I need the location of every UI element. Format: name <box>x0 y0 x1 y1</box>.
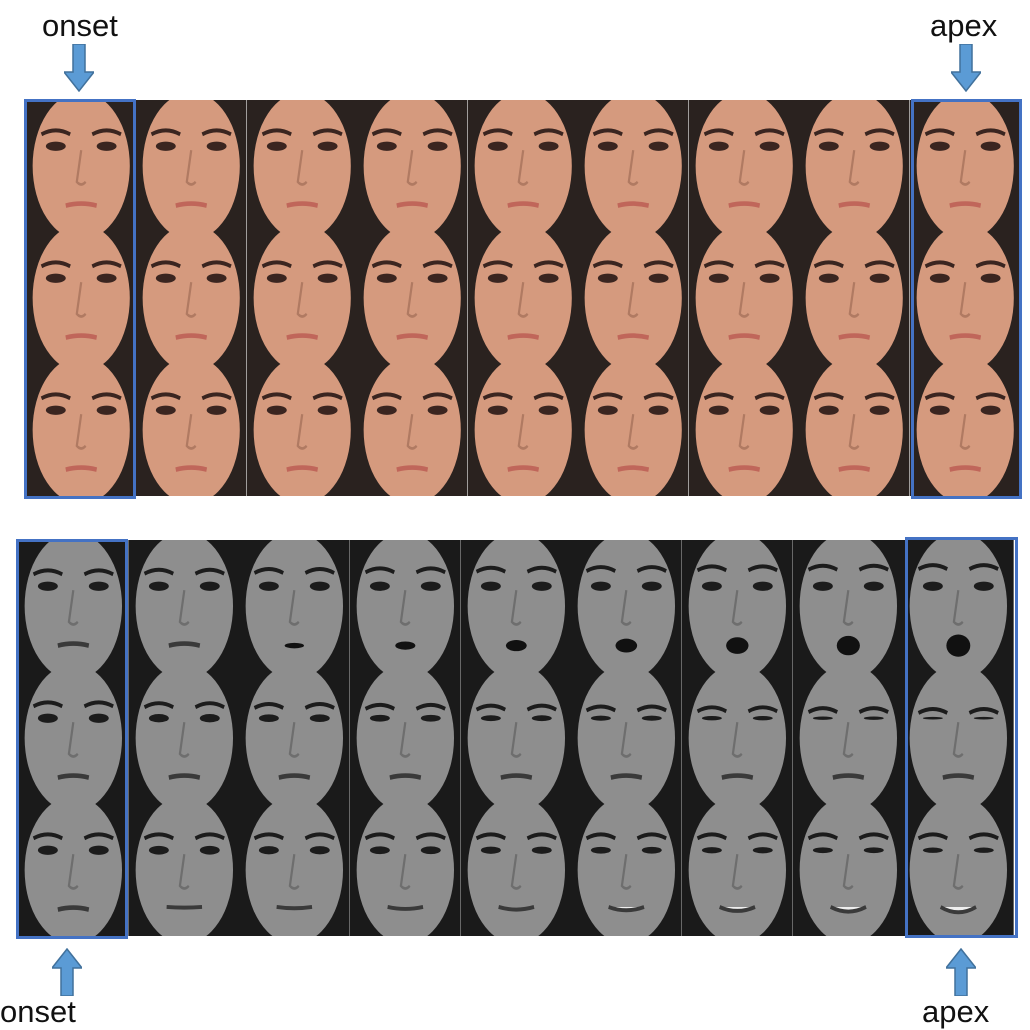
color-sequences-frame <box>909 100 1020 232</box>
color-sequences-frame <box>26 100 137 232</box>
color-face-grid <box>26 100 1020 496</box>
color-sequences-frame <box>688 364 800 496</box>
color-sequences-frame <box>909 364 1020 496</box>
grayscale-sequences-frame <box>350 672 461 804</box>
grayscale-sequences-frame <box>682 804 793 936</box>
grayscale-sequences-frame <box>128 804 240 936</box>
grayscale-sequences-frame <box>460 804 572 936</box>
grayscale-sequences-frame <box>792 804 904 936</box>
color-sequences-frame <box>467 232 579 364</box>
color-sequences-frame <box>909 232 1020 364</box>
onset-label-top: onset <box>42 8 118 43</box>
color-sequences-frame <box>578 364 689 496</box>
grayscale-sequences-frame <box>903 540 1014 672</box>
up-arrow-icon-apex <box>946 948 976 996</box>
color-sequences-frame <box>246 364 358 496</box>
color-sequences-frame <box>578 100 689 232</box>
color-sequences-frame <box>467 100 579 232</box>
grayscale-sequences-frame <box>350 540 461 672</box>
grayscale-sequences-frame <box>18 804 129 936</box>
color-sequences-frame <box>357 100 468 232</box>
grayscale-sequences-frame <box>18 540 129 672</box>
color-sequences-frame <box>26 364 137 496</box>
grayscale-sequences-frame <box>792 540 904 672</box>
color-sequences-frame <box>136 364 247 496</box>
apex-label-bottom: apex <box>922 994 990 1029</box>
grayscale-sequences-frame <box>571 672 682 804</box>
color-sequences-frame <box>26 232 137 364</box>
grayscale-sequences-frame <box>903 804 1014 936</box>
grayscale-sequences-frame <box>18 672 129 804</box>
grayscale-face-grid <box>18 540 1014 936</box>
down-arrow-icon-apex <box>951 44 981 92</box>
color-sequences-frame <box>688 232 800 364</box>
onset-label-bottom: onset <box>0 994 76 1029</box>
grayscale-sequences-frame <box>460 540 572 672</box>
color-sequences-frame <box>136 100 247 232</box>
grayscale-sequences-frame <box>571 804 682 936</box>
grayscale-sequences-frame <box>239 804 350 936</box>
grayscale-sequences-frame <box>682 540 793 672</box>
grayscale-sequences-frame <box>128 540 240 672</box>
up-arrow-icon-onset <box>52 948 82 996</box>
grayscale-sequences-frame <box>571 540 682 672</box>
color-sequences-frame <box>246 100 358 232</box>
grayscale-sequences-frame <box>128 672 240 804</box>
grayscale-sequences-frame <box>239 540 350 672</box>
color-sequences-frame <box>246 232 358 364</box>
grayscale-sequences-frame <box>682 672 793 804</box>
grayscale-sequences-frame <box>903 672 1014 804</box>
color-sequences-frame <box>357 232 468 364</box>
down-arrow-icon-onset <box>64 44 94 92</box>
apex-label-top: apex <box>930 8 998 43</box>
grayscale-sequences-frame <box>350 804 461 936</box>
grayscale-sequences-frame <box>239 672 350 804</box>
color-sequences-frame <box>799 232 910 364</box>
color-sequences-frame <box>357 364 468 496</box>
color-sequences-frame <box>688 100 800 232</box>
color-sequences-frame <box>578 232 689 364</box>
grayscale-sequences-frame <box>792 672 904 804</box>
grayscale-sequences-frame <box>460 672 572 804</box>
color-sequences-frame <box>799 100 910 232</box>
color-sequences-frame <box>467 364 579 496</box>
color-sequences-frame <box>136 232 247 364</box>
color-sequences-frame <box>799 364 910 496</box>
